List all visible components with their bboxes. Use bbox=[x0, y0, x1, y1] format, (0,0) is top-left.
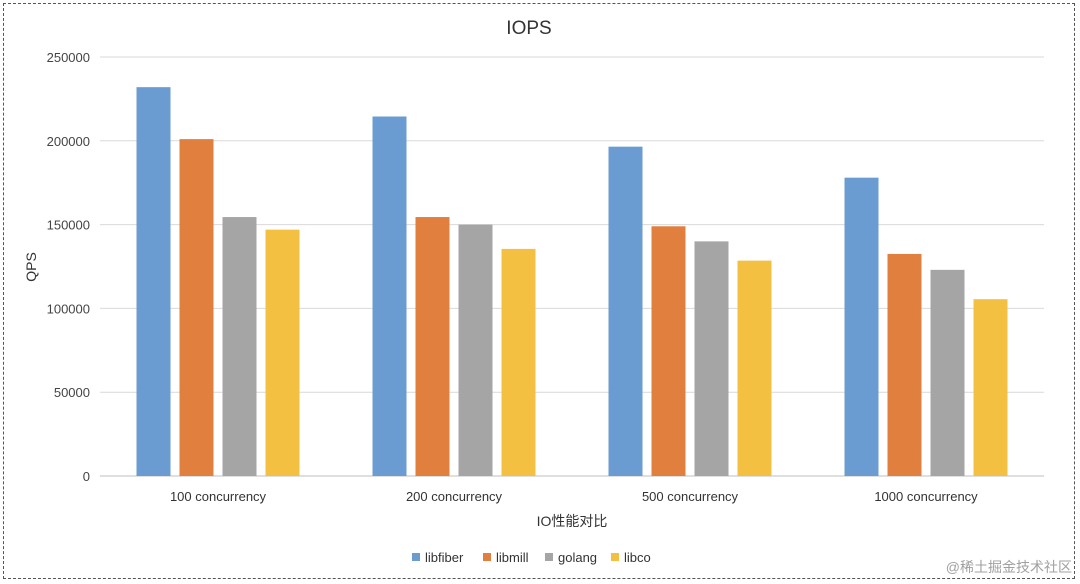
y-tick-label: 200000 bbox=[47, 134, 90, 149]
bar-libfiber bbox=[608, 146, 643, 476]
bar-libmill bbox=[415, 217, 450, 477]
x-axis-title: IO性能对比 bbox=[537, 513, 608, 529]
bar-libmill bbox=[179, 139, 214, 476]
bar-libco bbox=[973, 299, 1008, 476]
y-tick-label: 0 bbox=[83, 469, 90, 484]
legend-label-libco: libco bbox=[624, 550, 651, 565]
bar-libfiber bbox=[136, 87, 171, 476]
chart-frame bbox=[3, 3, 1075, 579]
legend-label-libfiber: libfiber bbox=[425, 550, 464, 565]
axis-labels: 0 50000 100000 150000 200000 250000 100 concur… bbox=[47, 50, 979, 504]
bar-libfiber bbox=[372, 116, 407, 477]
bar-golang bbox=[930, 269, 965, 476]
bar-libco bbox=[737, 260, 772, 476]
x-tick-label: 500 concurrency bbox=[642, 489, 739, 504]
legend-label-golang: golang bbox=[558, 550, 597, 565]
gridlines bbox=[100, 56, 1044, 477]
legend-swatch-libfiber bbox=[412, 553, 420, 561]
legend-swatch-golang bbox=[545, 553, 553, 561]
bar-golang bbox=[458, 224, 493, 476]
legend-label-libmill: libmill bbox=[496, 550, 529, 565]
bar-libfiber bbox=[844, 177, 879, 476]
bar-golang bbox=[222, 217, 257, 477]
bar-golang bbox=[694, 241, 729, 476]
bar-libmill bbox=[651, 226, 686, 476]
bar-libco bbox=[265, 229, 300, 476]
y-tick-label: 50000 bbox=[54, 385, 90, 400]
y-tick-label: 100000 bbox=[47, 301, 90, 316]
legend: libfiber libmill golang libco bbox=[412, 550, 651, 565]
y-tick-label: 250000 bbox=[47, 50, 90, 65]
x-tick-label: 200 concurrency bbox=[406, 489, 503, 504]
watermark: @稀土掘金技术社区 bbox=[946, 559, 1072, 575]
legend-swatch-libco bbox=[611, 553, 619, 561]
bar-libmill bbox=[887, 253, 922, 476]
x-tick-label: 1000 concurrency bbox=[874, 489, 978, 504]
legend-swatch-libmill bbox=[483, 553, 491, 561]
y-tick-label: 150000 bbox=[47, 218, 90, 233]
y-axis-title: QPS bbox=[23, 252, 39, 282]
chart-title: IOPS bbox=[506, 18, 551, 39]
bar-libco bbox=[501, 248, 536, 476]
x-tick-label: 100 concurrency bbox=[170, 489, 267, 504]
bars bbox=[136, 87, 1008, 477]
